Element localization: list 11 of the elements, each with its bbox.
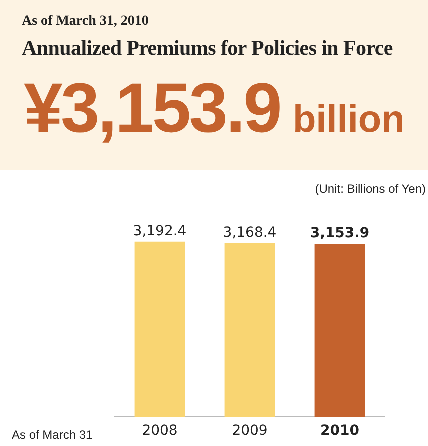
text: ¥3,153.9 billion <box>24 69 405 147</box>
x-tick-label: 2010 <box>320 423 360 440</box>
text: (Unit: Billions of Yen) <box>315 182 426 196</box>
chart-title: Annualized Premiums for Policies in Force <box>22 36 393 61</box>
chart-subtitle: As of March 31, 2010 <box>22 14 149 30</box>
data-label: 3,153.9 <box>310 226 370 242</box>
data-label: 3,168.4 <box>223 224 277 241</box>
x-tick-label: 2008 <box>142 423 178 440</box>
text: As of March 31 <box>12 428 93 442</box>
data-label: 3,192.4 <box>133 224 187 240</box>
x-tick-label: 2009 <box>232 423 268 440</box>
